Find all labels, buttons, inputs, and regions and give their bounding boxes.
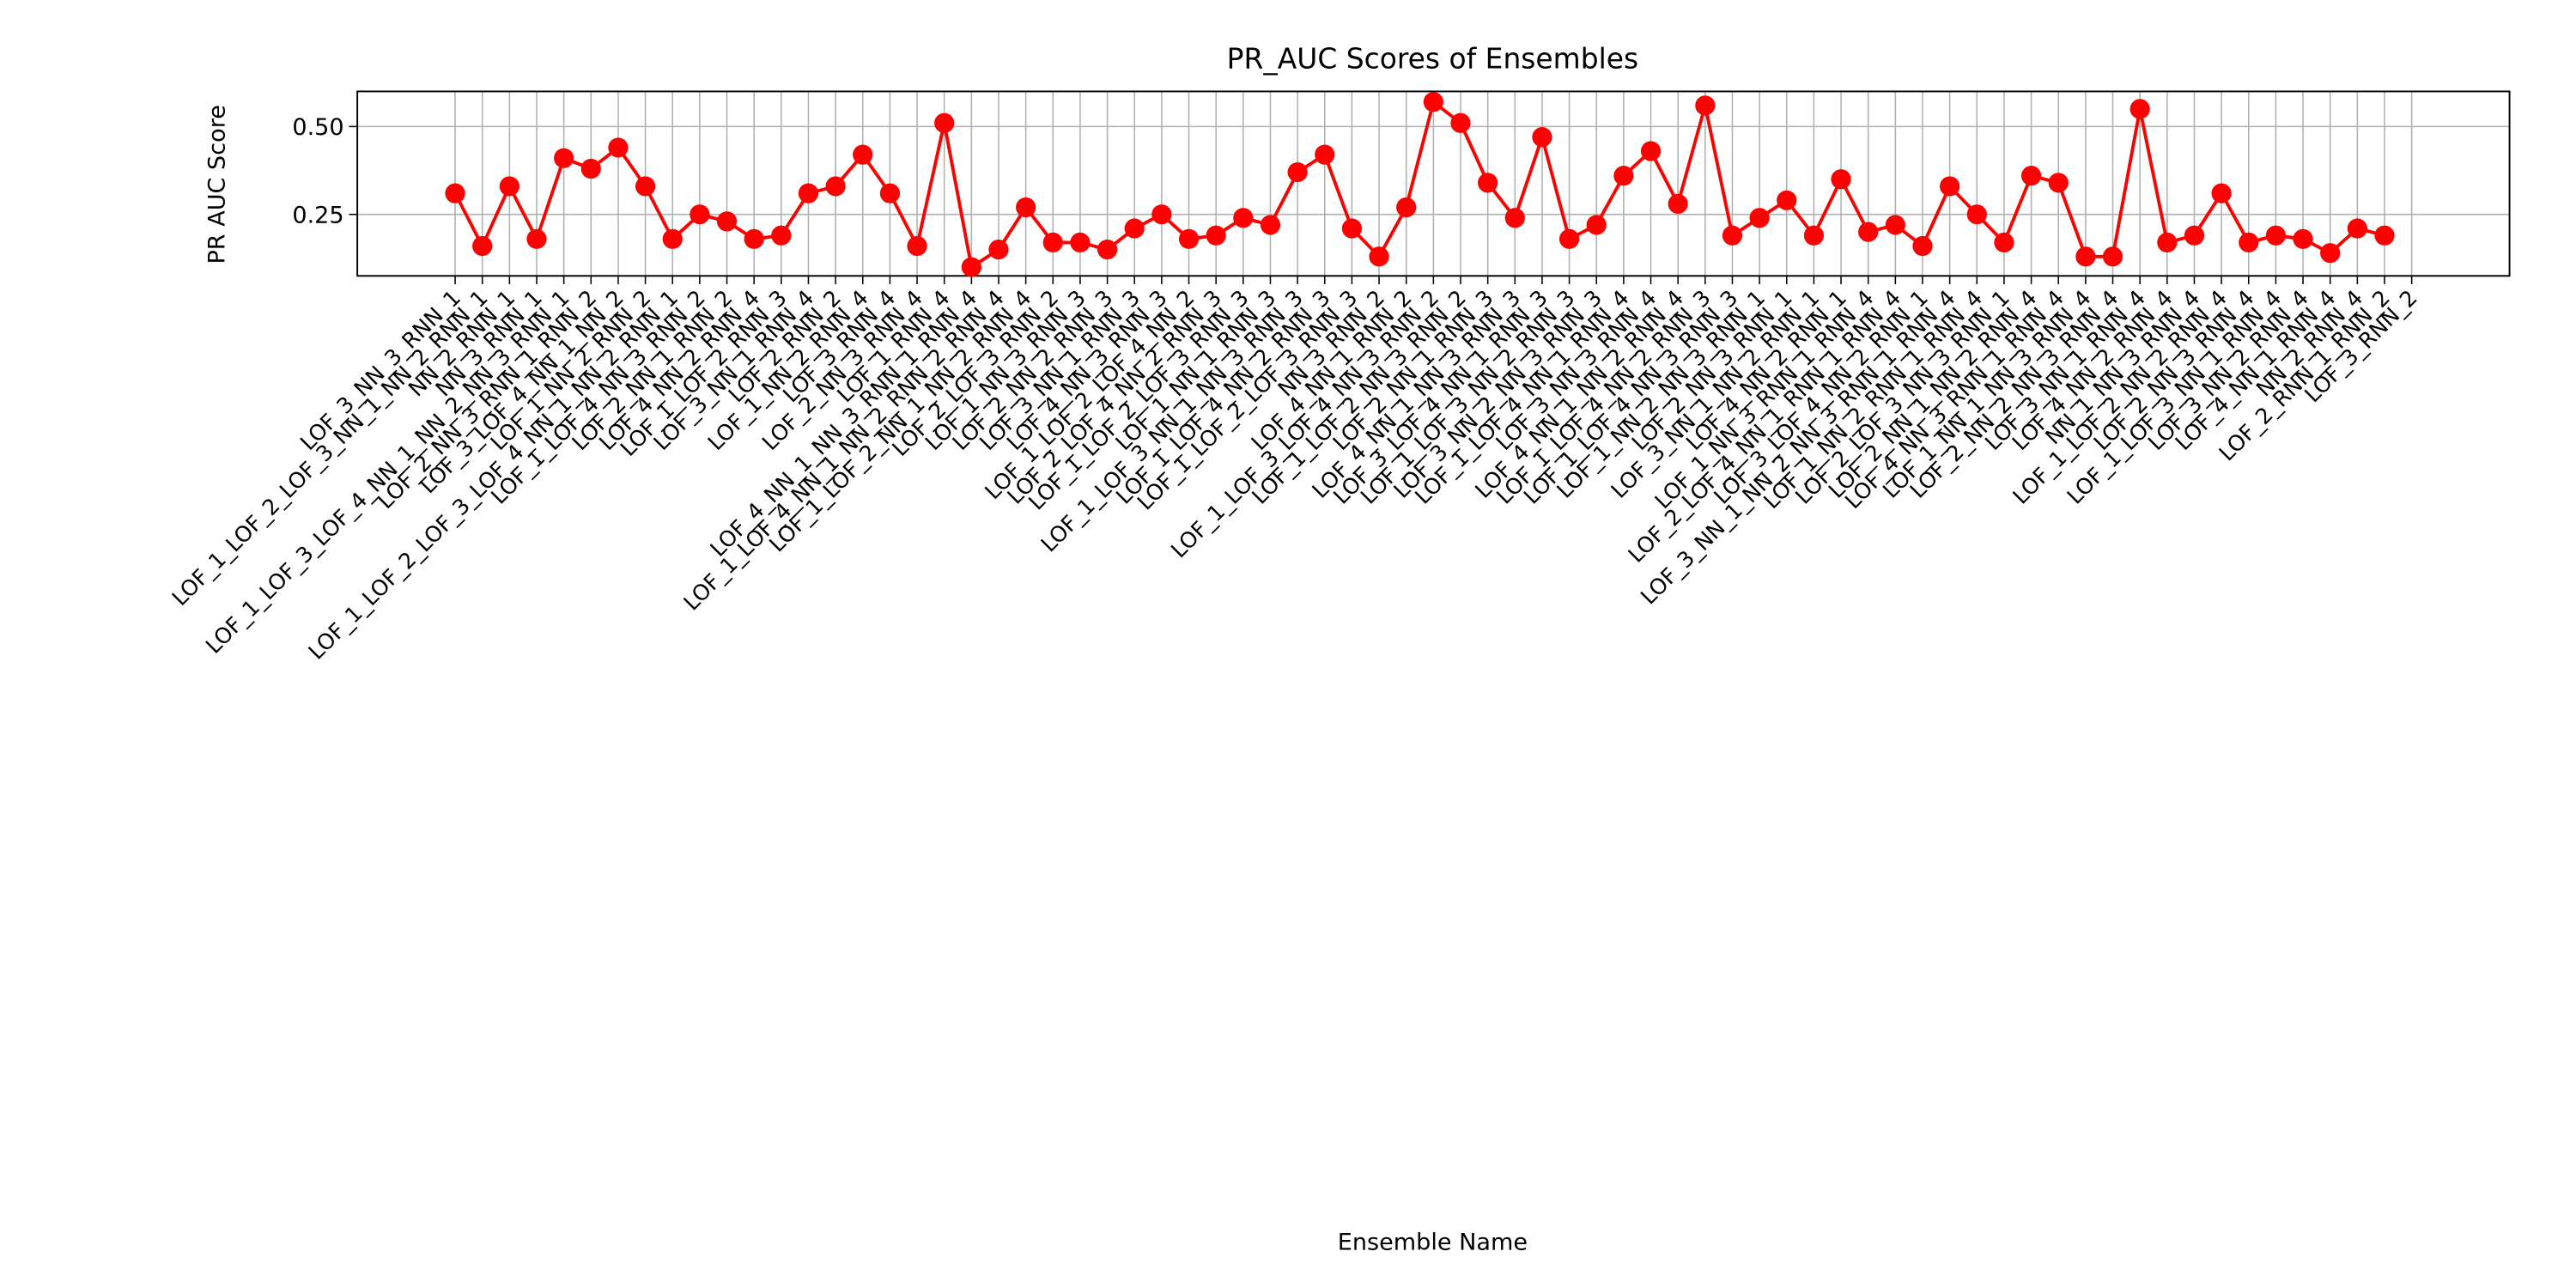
data-point (2184, 225, 2205, 246)
data-point (853, 144, 873, 165)
data-point (879, 183, 901, 204)
data-point (2157, 232, 2178, 253)
data-point (2075, 246, 2096, 267)
data-point (1966, 204, 1987, 225)
data-point (1613, 166, 1634, 186)
data-point (1994, 232, 2014, 253)
data-point (2265, 225, 2287, 246)
data-point (961, 257, 981, 277)
data-point (445, 183, 465, 204)
data-point (1858, 222, 1879, 242)
data-point (1695, 95, 1716, 116)
data-point (2320, 243, 2341, 264)
data-point (1042, 232, 1063, 253)
data-point (1749, 208, 1770, 228)
data-point (1558, 228, 1580, 249)
data-point (988, 239, 1009, 260)
data-point (2293, 228, 2313, 249)
data-point (1124, 218, 1145, 239)
data-point (1640, 141, 1662, 161)
data-point (798, 183, 819, 204)
data-point (2020, 166, 2042, 186)
data-point (771, 225, 792, 246)
y-tick-label: 0.50 (292, 114, 343, 141)
data-point (1532, 127, 1552, 148)
data-point (1722, 225, 1743, 246)
data-point (1396, 197, 1417, 218)
data-point (716, 211, 738, 232)
chart-title: PR_AUC Scores of Ensembles (1227, 41, 1638, 75)
data-point (472, 235, 493, 257)
plot-frame (356, 90, 2511, 277)
data-point (2102, 246, 2123, 267)
data-point (934, 112, 955, 133)
data-point (1178, 228, 1200, 249)
data-point (1260, 215, 1281, 235)
data-point (2048, 173, 2069, 193)
data-point (1233, 208, 1254, 228)
data-point (1287, 161, 1308, 183)
data-point (1070, 232, 1091, 253)
data-point (1668, 193, 1688, 215)
data-point (907, 235, 927, 257)
data-point (554, 148, 574, 168)
y-axis-label: PR AUC Score (204, 105, 230, 264)
data-point (2211, 183, 2232, 204)
data-point (1423, 92, 1443, 112)
data-point (608, 137, 629, 158)
data-point (580, 158, 601, 179)
data-point (2239, 232, 2259, 253)
data-point (1478, 173, 1498, 193)
data-point (1831, 169, 1851, 190)
data-point (526, 228, 547, 249)
data-point (2347, 218, 2367, 239)
data-point (1369, 246, 1389, 267)
data-point (1315, 144, 1335, 165)
x-axis-label: Ensemble Name (1338, 1229, 1528, 1255)
data-point (1803, 225, 1825, 246)
y-tick-label: 0.25 (292, 202, 343, 228)
data-point (499, 176, 519, 197)
data-point (2129, 99, 2150, 119)
data-point (1450, 112, 1471, 133)
data-point (1586, 215, 1607, 235)
data-point (690, 204, 710, 225)
data-point (1885, 215, 1905, 235)
data-point (1504, 208, 1525, 228)
data-point (1341, 218, 1363, 239)
data-point (2374, 225, 2395, 246)
data-point (1777, 190, 1797, 210)
data-point (1151, 204, 1172, 225)
data-point (1097, 239, 1118, 260)
data-point (1912, 235, 1933, 257)
data-point (1940, 176, 1960, 197)
data-point (744, 228, 764, 249)
data-point (635, 176, 656, 197)
data-point (825, 176, 846, 197)
data-point (1016, 197, 1036, 218)
data-point (662, 228, 683, 249)
data-point (1206, 225, 1226, 246)
